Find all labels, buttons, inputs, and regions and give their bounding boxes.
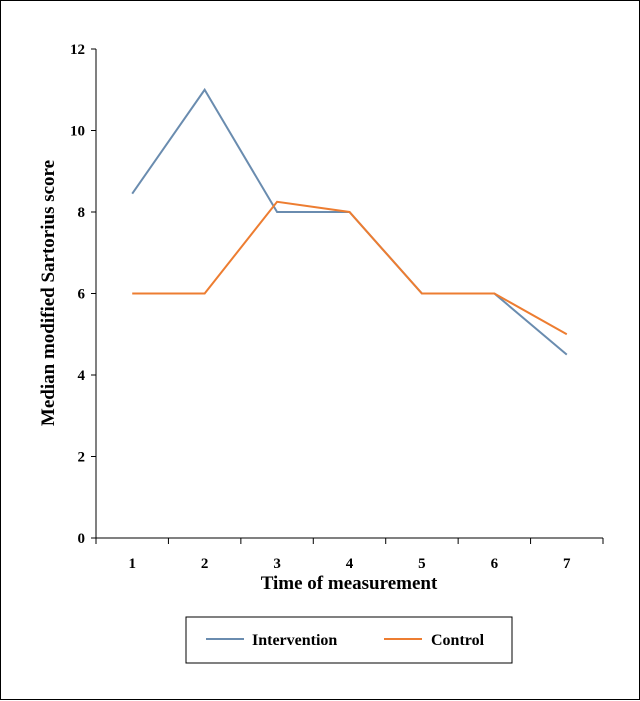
- y-axis-ticks: 0 2 4 6 8 10 12: [70, 42, 96, 547]
- legend-label-control: Control: [431, 632, 485, 649]
- x-tick-label: 7: [563, 556, 571, 572]
- series-lines: [131, 87, 568, 356]
- y-tick-label: 12: [70, 42, 85, 58]
- y-tick-label: 0: [78, 531, 86, 547]
- x-axis-title: Time of measurement: [261, 573, 438, 594]
- x-tick-label: 2: [201, 556, 209, 572]
- y-tick-label: 2: [78, 450, 86, 466]
- x-axis-ticks: 1 2 3 4 5 6 7: [95, 538, 604, 572]
- x-tick-label: 1: [128, 556, 136, 572]
- series-line-control: [132, 200, 568, 336]
- y-tick-label: 6: [78, 287, 86, 303]
- legend-label-intervention: Intervention: [252, 632, 337, 649]
- legend: Intervention Control: [185, 616, 513, 664]
- x-tick-label: 4: [346, 556, 354, 572]
- y-tick-label: 10: [70, 124, 85, 140]
- x-tick-label: 3: [273, 556, 281, 572]
- series-line-intervention: [131, 87, 568, 356]
- x-tick-label: 6: [491, 556, 499, 572]
- y-axis-title: Median modified Sartorius score: [38, 160, 59, 426]
- y-tick-label: 8: [78, 205, 86, 221]
- y-tick-label: 4: [78, 368, 86, 384]
- x-tick-label: 5: [418, 556, 426, 572]
